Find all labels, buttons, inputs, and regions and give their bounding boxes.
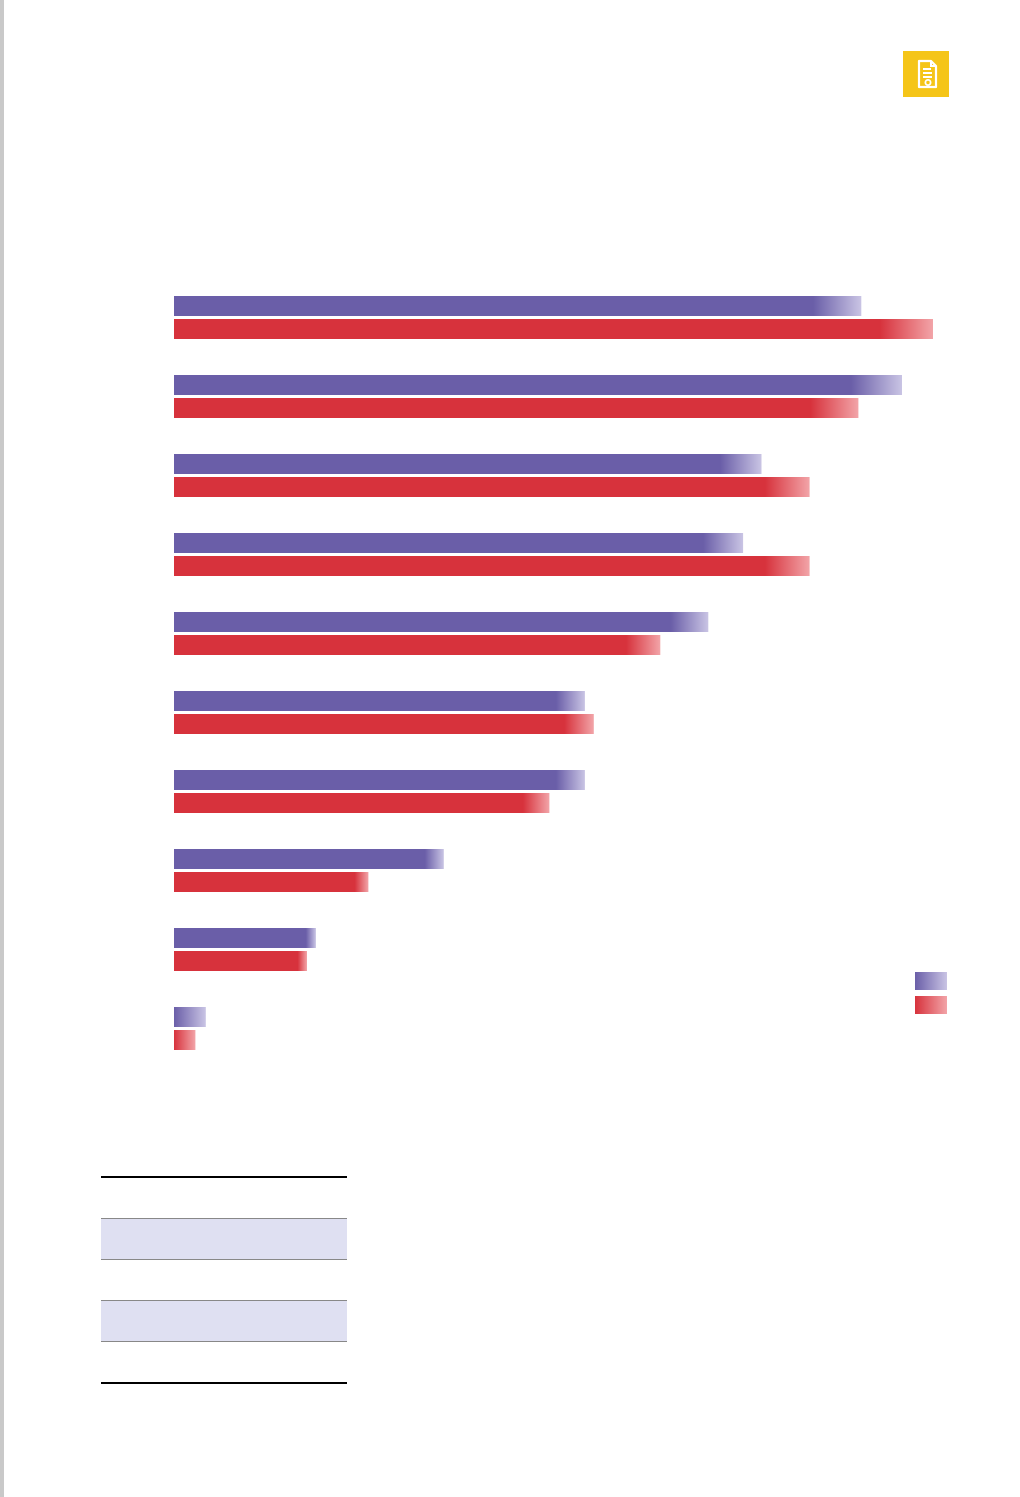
bar-series-a-8 <box>174 849 444 869</box>
table-cell <box>101 1218 213 1260</box>
bar-series-a-5 <box>174 612 709 632</box>
table-cell <box>279 1259 347 1301</box>
table-cell <box>213 1341 279 1384</box>
table-row <box>101 1300 347 1342</box>
legend-swatch-series-a <box>915 972 947 990</box>
bar-series-a-6 <box>174 691 585 711</box>
bar-series-b-4 <box>174 556 810 576</box>
table-cell <box>213 1300 279 1342</box>
bar-series-b-5 <box>174 635 661 655</box>
document-icon <box>917 59 938 89</box>
bar-series-b-1 <box>174 319 933 339</box>
bar-series-a-2 <box>174 375 902 395</box>
bar-series-b-7 <box>174 793 550 813</box>
table-cell <box>213 1218 279 1260</box>
table-cell <box>101 1341 213 1384</box>
table-cell <box>101 1259 213 1301</box>
bar-series-b-10 <box>174 1030 196 1050</box>
bar-series-a-9 <box>174 928 316 948</box>
table-cell <box>101 1176 213 1219</box>
bar-series-b-3 <box>174 477 810 497</box>
table-row <box>101 1218 347 1260</box>
legend-swatch-series-b <box>915 996 947 1014</box>
table-cell <box>279 1218 347 1260</box>
document-badge <box>903 51 949 97</box>
bars-layer <box>174 296 933 1050</box>
bar-series-a-4 <box>174 533 744 553</box>
bar-series-b-6 <box>174 714 594 734</box>
table-cell <box>213 1259 279 1301</box>
table-cell <box>213 1176 279 1219</box>
bar-series-a-10 <box>174 1007 206 1027</box>
chart-legend <box>915 972 947 1014</box>
data-table <box>101 1176 347 1384</box>
bar-series-b-8 <box>174 872 369 892</box>
bar-series-a-7 <box>174 770 585 790</box>
table-cell <box>279 1176 347 1219</box>
bar-chart <box>174 296 947 1050</box>
bar-series-b-2 <box>174 398 859 418</box>
table-cell <box>279 1300 347 1342</box>
table-cell <box>101 1300 213 1342</box>
table-cell <box>279 1341 347 1384</box>
table-body <box>101 1176 347 1384</box>
bar-series-b-9 <box>174 951 307 971</box>
bar-series-a-3 <box>174 454 762 474</box>
page-border <box>0 0 4 1497</box>
bar-series-a-1 <box>174 296 862 316</box>
table-row <box>101 1176 347 1219</box>
table-row <box>101 1259 347 1301</box>
table-row <box>101 1341 347 1384</box>
